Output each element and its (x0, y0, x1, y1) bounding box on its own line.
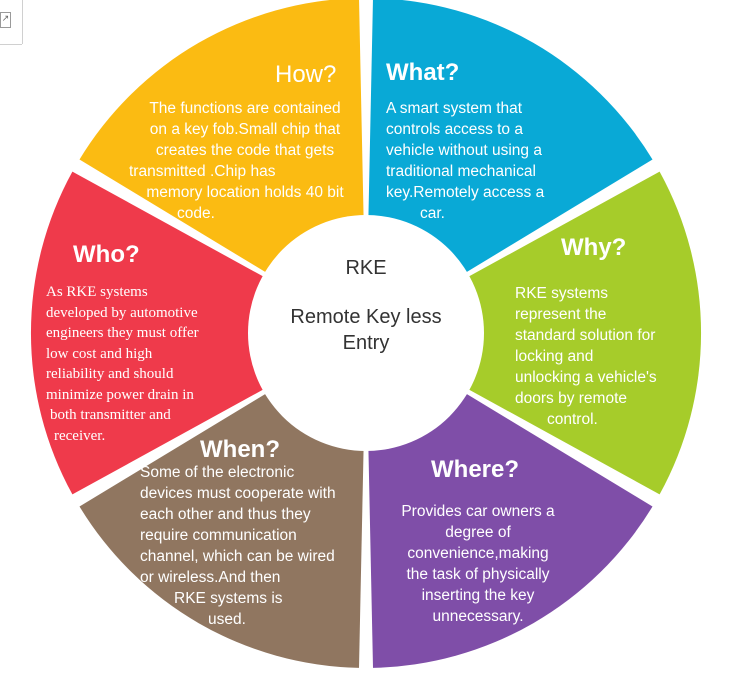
text-line: RKE systems (515, 285, 609, 302)
segment-what-title: What? (386, 59, 460, 86)
center-full-name-line1: Remote Key less (290, 306, 442, 328)
text-line: minimize power drain in (46, 386, 194, 403)
text-line: code. (177, 205, 215, 222)
segment-when-text: Some of the electronic devices must coop… (140, 462, 370, 630)
segment-where-title: Where? (431, 456, 520, 483)
text-line: A smart system that (386, 100, 523, 117)
text-line: receiver. (54, 427, 106, 444)
text-line: require communication (140, 527, 297, 544)
text-line: unlocking a vehicle's (515, 369, 657, 386)
text-line: locking and (515, 348, 594, 365)
text-line: transmitted .Chip has (129, 163, 276, 180)
text-line: Provides car owners a (401, 503, 555, 520)
text-line: engineers they must offer (46, 325, 199, 341)
text-line: used. (208, 611, 246, 628)
text-line: vehicle without using a (386, 142, 542, 159)
text-line: creates the code that gets (155, 142, 335, 159)
center-hub (248, 215, 484, 451)
text-line: devices must cooperate with (140, 485, 336, 502)
resize-handle-icon[interactable]: ↗ (0, 12, 11, 28)
text-line: doors by remote (515, 390, 627, 407)
page-border-line (22, 0, 23, 44)
text-line: unnecessary. (432, 608, 524, 625)
text-line: or wireless.And then (140, 569, 281, 586)
text-line: reliability and should (46, 366, 174, 382)
segment-why-title: Why? (561, 234, 627, 261)
text-line: The functions are contained (149, 100, 341, 117)
text-line: control. (547, 411, 598, 428)
text-line: car. (420, 205, 445, 222)
segment-how-title: How? (275, 61, 337, 88)
center-acronym: RKE (345, 257, 387, 279)
text-line: represent the (515, 306, 607, 323)
text-line: RKE systems is (174, 590, 283, 607)
text-line: key.Remotely access a (386, 184, 545, 201)
segment-where-text: Provides car owners a degree of convenie… (380, 501, 576, 627)
segment-who (30, 171, 366, 495)
segment-why-text: RKE systems represent the standard solut… (515, 283, 695, 430)
text-line: memory location holds 40 bit (146, 184, 344, 201)
segment-why (366, 171, 702, 495)
text-line: both transmitter and (50, 407, 171, 423)
text-line: on a key fob.Small chip that (149, 121, 341, 138)
center-full-name-line2: Entry (342, 332, 390, 354)
text-line: each other and thus they (140, 506, 311, 523)
text-line: degree of (445, 524, 511, 541)
text-line: standard solution for (515, 327, 656, 344)
text-line: convenience,making (407, 545, 549, 562)
segment-when-title: When? (200, 436, 280, 463)
text-line: the task of physically (406, 566, 550, 583)
text-line: As RKE systems (46, 284, 148, 300)
text-line: inserting the key (421, 587, 535, 604)
text-line: traditional mechanical (386, 163, 536, 180)
segment-who-text: As RKE systems developed by automotive e… (46, 282, 236, 446)
text-line: low cost and high (46, 345, 153, 362)
text-line: channel, which can be wired (140, 548, 335, 565)
page-border-line (0, 44, 22, 45)
segment-how-text: The functions are contained on a key fob… (125, 98, 365, 224)
text-line: developed by automotive (46, 304, 198, 321)
text-line: Some of the electronic (140, 464, 295, 481)
text-line: controls access to a (386, 121, 523, 138)
segment-who-title: Who? (73, 241, 140, 268)
segment-what-text: A smart system that controls access to a… (386, 98, 586, 224)
